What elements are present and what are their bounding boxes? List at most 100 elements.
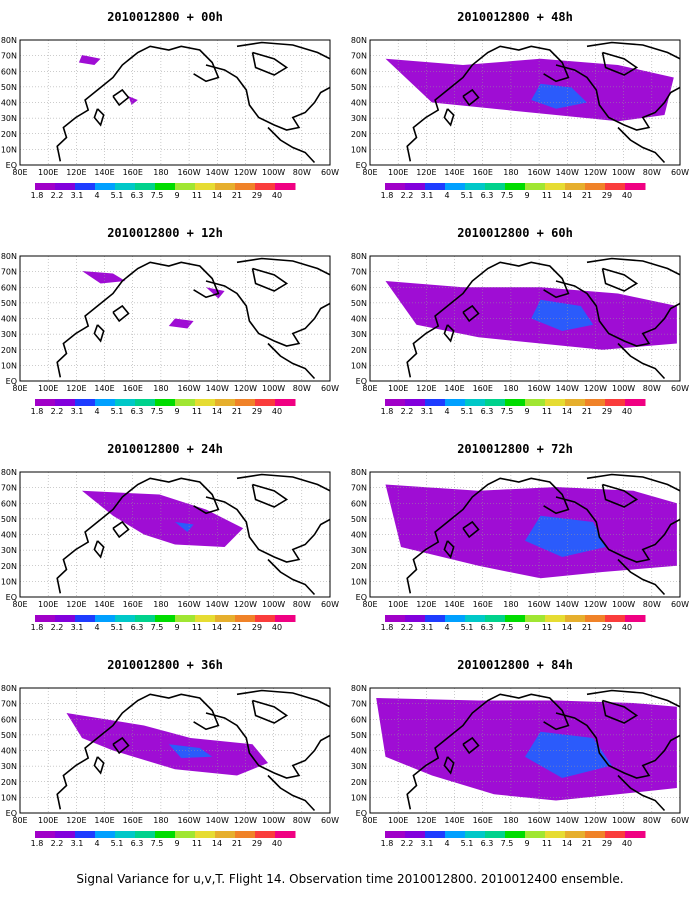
coastline	[443, 756, 455, 775]
coastline	[236, 257, 330, 276]
latitude-label: 30N	[1, 114, 17, 123]
colorbar-swatch	[585, 399, 606, 406]
colorbar-label: 29	[252, 839, 262, 848]
variance-region	[385, 58, 674, 122]
figure-caption: Signal Variance for u,v,T. Flight 14. Ob…	[76, 872, 624, 886]
coastline	[406, 45, 570, 162]
colorbar-swatch	[75, 831, 96, 838]
colorbar-label: 14	[562, 407, 572, 416]
colorbar-label: 2.2	[401, 191, 414, 200]
colorbar-label: 9	[174, 191, 179, 200]
panel-title: 2010012800 + 60h	[457, 226, 573, 240]
latitude-label: 80N	[1, 684, 17, 693]
latitude-label: EQ	[356, 593, 367, 602]
colorbar-label: 29	[602, 191, 612, 200]
colorbar-swatch	[585, 183, 606, 190]
latitude-label: 40N	[1, 531, 17, 540]
colorbar-label: 9	[524, 623, 529, 632]
longitude-label: 100W	[612, 384, 635, 393]
colorbar-label: 21	[232, 191, 242, 200]
colorbar-label: 5.1	[461, 839, 474, 848]
colorbar-label: 2.2	[51, 839, 64, 848]
map-frame	[19, 687, 331, 814]
colorbar-label: 40	[272, 191, 282, 200]
longitude-label: 160E	[123, 816, 143, 825]
colorbar-swatch	[485, 183, 506, 190]
coastline	[93, 756, 105, 775]
longitude-label: 80E	[12, 600, 27, 609]
longitude-label: 60W	[321, 168, 339, 177]
longitude-label: 120W	[584, 168, 607, 177]
colorbar-swatch	[155, 831, 176, 838]
longitude-label: 60W	[671, 600, 689, 609]
longitude-label: 160W	[177, 384, 200, 393]
colorbar-label: 5.1	[111, 623, 124, 632]
latitude-label: 40N	[1, 315, 17, 324]
map-panel: 2010012800 + 24h 80N 70N 60N 50N 40N 30N 20N 10N…	[0, 432, 339, 652]
colorbar-swatch	[35, 399, 56, 406]
latitude-label: 60N	[351, 67, 367, 76]
longitude-label: 100W	[262, 600, 285, 609]
colorbar-label: 6.3	[131, 623, 144, 632]
latitude-label: 70N	[351, 484, 367, 493]
latitude-label: EQ	[6, 593, 17, 602]
colorbar-swatch	[625, 831, 646, 838]
latitude-label: 80N	[351, 468, 367, 477]
colorbar-swatch	[405, 399, 426, 406]
colorbar-swatch	[545, 183, 566, 190]
latitude-label: 40N	[1, 99, 17, 108]
latitude-label: 20N	[351, 130, 367, 139]
coastline	[251, 51, 289, 76]
latitude-label: 10N	[1, 577, 17, 586]
coastline	[56, 261, 220, 378]
colorbar-swatch	[605, 183, 626, 190]
colorbar-swatch	[75, 615, 96, 622]
colorbar-label: 11	[542, 623, 552, 632]
latitude-label: 30N	[351, 546, 367, 555]
colorbar-swatch	[95, 615, 116, 622]
colorbar-swatch	[195, 183, 216, 190]
variance-region	[128, 96, 138, 105]
longitude-label: 80W	[643, 384, 661, 393]
colorbar-label: 6.3	[481, 191, 494, 200]
colorbar-swatch	[235, 615, 256, 622]
latitude-label: 50N	[351, 515, 367, 524]
longitude-label: 120E	[66, 384, 86, 393]
latitude-label: EQ	[356, 377, 367, 386]
coastline	[555, 712, 680, 779]
longitude-label: 140E	[444, 600, 464, 609]
longitude-label: 80W	[293, 384, 311, 393]
latitude-label: 20N	[1, 562, 17, 571]
colorbar-swatch	[505, 399, 526, 406]
colorbar-swatch	[625, 399, 646, 406]
longitude-label: 120W	[584, 384, 607, 393]
coastline	[205, 496, 330, 563]
colorbar-swatch	[425, 615, 446, 622]
colorbar-label: 6.3	[481, 407, 494, 416]
colorbar-swatch	[405, 831, 426, 838]
latitude-label: 10N	[351, 145, 367, 154]
latitude-label: 20N	[351, 346, 367, 355]
colorbar-swatch	[565, 615, 586, 622]
latitude-label: 10N	[1, 793, 17, 802]
colorbar-label: 3.1	[421, 191, 434, 200]
colorbar-swatch	[115, 183, 136, 190]
colorbar-label: 21	[582, 623, 592, 632]
colorbar-swatch	[385, 399, 406, 406]
colorbar-label: 11	[542, 839, 552, 848]
longitude-label: 180	[503, 384, 518, 393]
longitude-label: 140W	[556, 816, 579, 825]
colorbar-swatch	[195, 615, 216, 622]
coastline	[601, 267, 639, 292]
colorbar-swatch	[445, 183, 466, 190]
coastline	[462, 520, 480, 539]
coastline	[267, 558, 316, 596]
colorbar-swatch	[275, 399, 296, 406]
latitude-label: EQ	[6, 809, 17, 818]
longitude-label: 100E	[388, 384, 408, 393]
colorbar-swatch	[505, 183, 526, 190]
coastline	[56, 477, 220, 594]
colorbar-swatch	[135, 615, 156, 622]
colorbar-swatch	[255, 399, 276, 406]
